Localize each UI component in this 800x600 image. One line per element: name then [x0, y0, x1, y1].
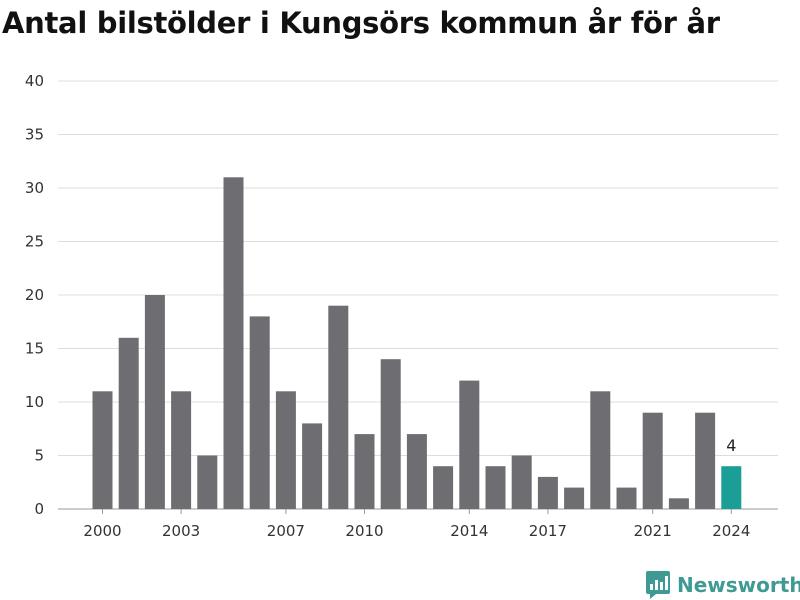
y-tick-label: 0	[34, 500, 44, 518]
bar-2003	[171, 391, 192, 509]
bar-2017	[537, 476, 558, 509]
bar-2014	[459, 380, 480, 509]
y-tick-label: 40	[25, 72, 44, 90]
bar-2018	[564, 487, 585, 509]
y-tick-label: 10	[25, 393, 44, 411]
x-axis-tick-labels: 2000 2003 2007 2010 2014 2017 2021 2024	[83, 509, 750, 540]
y-tick-label: 20	[25, 286, 44, 304]
bar-2011	[380, 359, 401, 509]
brand-name: Newsworthy	[677, 573, 800, 597]
bar-2016	[511, 455, 532, 509]
bar-2010	[354, 434, 375, 509]
bar-2007	[275, 391, 296, 509]
bars	[92, 177, 742, 510]
x-tick-label: 2017	[529, 522, 567, 540]
y-tick-label: 30	[25, 179, 44, 197]
bar-2000	[92, 391, 113, 509]
x-tick-label: 2007	[267, 522, 305, 540]
bar-2022	[668, 498, 689, 509]
y-axis-tick-labels: 0 5 10 15 20 25 30 35 40	[25, 72, 44, 518]
y-tick-label: 15	[25, 340, 44, 358]
y-tick-label: 25	[25, 233, 44, 251]
y-tick-label: 5	[34, 447, 44, 465]
brand: Newsworthy	[645, 570, 800, 600]
bar-2021	[642, 412, 663, 509]
x-tick-label: 2024	[712, 522, 750, 540]
bar-2020	[616, 487, 637, 509]
bar-2023	[695, 412, 716, 509]
bar-2009	[328, 305, 349, 509]
bar-2001	[118, 337, 139, 509]
chart-title: Antal bilstölder i Kungsörs kommun år fö…	[2, 6, 720, 40]
highlight-value-label: 4	[726, 436, 736, 455]
bar-2002	[144, 295, 165, 509]
bar-2006	[249, 316, 270, 509]
bar-2015	[485, 466, 506, 509]
bar-2012	[406, 434, 427, 509]
y-tick-label: 35	[25, 126, 44, 144]
bar-2004	[197, 455, 218, 509]
newsworthy-logo-icon	[646, 571, 670, 599]
annotations: 4	[726, 436, 736, 455]
bar-2024	[721, 466, 742, 509]
x-tick-label: 2014	[450, 522, 488, 540]
bar-2019	[590, 391, 611, 509]
bar-2008	[302, 423, 323, 509]
bar-2005	[223, 177, 244, 510]
x-tick-label: 2021	[634, 522, 672, 540]
x-tick-label: 2000	[83, 522, 121, 540]
x-tick-label: 2010	[345, 522, 383, 540]
x-tick-label: 2003	[162, 522, 200, 540]
bar-2013	[433, 466, 454, 509]
